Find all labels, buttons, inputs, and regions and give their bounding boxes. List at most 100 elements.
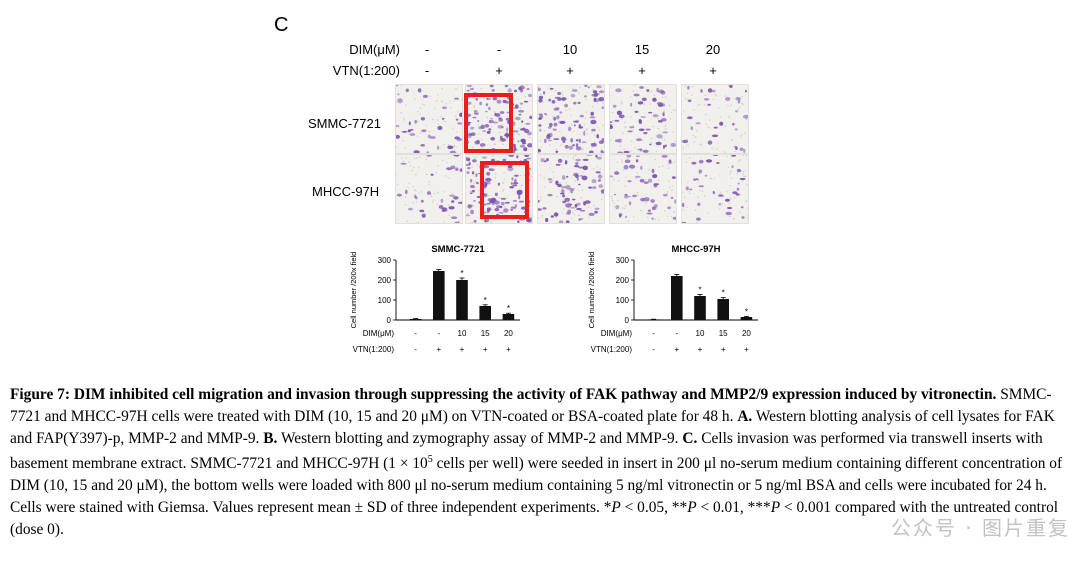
caption-p-italic: P <box>770 499 781 517</box>
bar <box>433 271 445 320</box>
factor-value: - <box>652 329 655 338</box>
factor-value: + <box>698 345 703 354</box>
bar <box>740 317 753 320</box>
header-vtn-label: VTN(1:200) <box>332 63 400 78</box>
watermark: 公众号 · 图片重复 <box>890 516 1070 540</box>
caption-label-b: B. <box>263 429 278 447</box>
header-cell: + <box>709 63 717 78</box>
y-tick-label: 300 <box>378 256 392 265</box>
factor-value: 20 <box>742 329 751 338</box>
y-tick-label: 100 <box>378 296 392 305</box>
factor-value: - <box>652 345 655 354</box>
significance-marker: * <box>745 307 748 316</box>
micrograph-tile <box>395 154 463 224</box>
caption-superscript: 5 <box>427 454 433 466</box>
significance-marker: * <box>484 296 487 305</box>
factor-value: - <box>414 329 417 338</box>
header-cell: 20 <box>705 42 721 57</box>
caption-text: Western blotting analysis of cell lysate… <box>10 407 1055 447</box>
factor-value: - <box>675 329 678 338</box>
chart-title: MHCC-97H <box>671 244 720 255</box>
significance-marker: * <box>460 269 463 278</box>
significance-marker: * <box>722 289 725 298</box>
y-tick-label: 0 <box>625 316 630 325</box>
caption-text: cells per well) were seeded in insert in… <box>10 455 1063 517</box>
chart-svg: SMMC-7721 Cell number /200x field 0 100 200 3… <box>349 244 520 354</box>
row-label-mhcc: MHCC-97H <box>312 184 380 199</box>
header-cell: - <box>496 42 502 57</box>
header-dim-label: DIM(μM) <box>349 42 400 57</box>
row-label-smmc: SMMC-7721 <box>308 116 381 131</box>
bar <box>409 319 422 320</box>
significance-marker: * <box>507 304 510 313</box>
caption-text: Cells invasion was performed via transwe… <box>10 429 1043 473</box>
chart-svg: MHCC-97H Cell number /200x field 0 100 200 30… <box>587 244 758 354</box>
micrograph-tile <box>537 154 605 224</box>
bar <box>456 280 468 320</box>
factor-value: + <box>744 345 749 354</box>
bar <box>717 299 729 320</box>
bar <box>479 306 491 320</box>
micrograph-tile <box>609 154 677 224</box>
figure-caption: Figure 7: DIM inhibited cell migration a… <box>10 384 1072 541</box>
caption-p-italic: P <box>687 499 697 517</box>
factor-label: VTN(1:200) <box>353 345 395 354</box>
y-tick-label: 200 <box>616 276 630 285</box>
factor-value: + <box>721 345 726 354</box>
bar <box>502 314 515 320</box>
y-axis-label: Cell number /200x field <box>587 252 596 329</box>
caption-title: Figure 7: DIM inhibited cell migration a… <box>10 386 997 403</box>
caption-text: Western blotting and zymography assay of… <box>277 429 683 447</box>
factor-value: + <box>436 345 441 354</box>
factor-value: - <box>414 345 417 354</box>
factor-value: 15 <box>719 329 728 338</box>
y-axis-label: Cell number /200x field <box>349 252 358 329</box>
significance-marker: * <box>698 285 701 294</box>
factor-value: 15 <box>481 329 490 338</box>
header-cell: + <box>566 63 574 78</box>
panel-letter: C <box>274 14 289 36</box>
factor-value: + <box>674 345 679 354</box>
caption-text: < 0.01, *** <box>696 499 771 517</box>
caption-label-c: C. <box>682 429 698 447</box>
header-cell: - <box>424 63 430 78</box>
caption-text: < 0.05, ** <box>620 499 688 517</box>
factor-label: DIM(μM) <box>601 329 633 338</box>
caption-text: < 0.001 compared with the untreated cont… <box>10 499 1059 538</box>
caption-label-a: A. <box>737 407 753 425</box>
factor-label: VTN(1:200) <box>591 345 633 354</box>
micrograph-tile <box>465 154 533 224</box>
factor-value: + <box>460 345 465 354</box>
caption-p-italic: P <box>611 499 621 517</box>
factor-value: + <box>483 345 488 354</box>
bar <box>694 296 706 320</box>
bar-chart-smmc: SMMC-7721 Cell number /200x field 0 100 200 3… <box>340 240 550 360</box>
header-cell: - <box>424 42 430 57</box>
highlight-box-top <box>464 93 513 153</box>
micrograph-tile <box>609 84 677 154</box>
highlight-box-bottom <box>480 161 529 219</box>
header-cell: 15 <box>634 42 650 57</box>
factor-label: DIM(μM) <box>363 329 395 338</box>
micrograph-tile <box>681 84 749 154</box>
bar-chart-mhcc: MHCC-97H Cell number /200x field 0 100 200 30… <box>578 240 788 360</box>
y-tick-label: 0 <box>387 316 392 325</box>
bar <box>647 319 660 320</box>
factor-value: 10 <box>696 329 705 338</box>
header-cell: + <box>638 63 646 78</box>
micrograph-tile <box>681 154 749 224</box>
header-cell: + <box>495 63 503 78</box>
caption-text: SMMC-7721 and MHCC-97H cells were treate… <box>10 386 1052 425</box>
y-tick-label: 100 <box>616 296 630 305</box>
factor-value: - <box>437 329 440 338</box>
micrograph-tile <box>395 84 463 154</box>
factor-value: 20 <box>504 329 513 338</box>
factor-value: + <box>506 345 511 354</box>
y-tick-label: 200 <box>378 276 392 285</box>
header-cell: 10 <box>562 42 578 57</box>
y-tick-label: 300 <box>616 256 630 265</box>
micrograph-tile <box>537 84 605 154</box>
bar <box>671 276 683 320</box>
factor-value: 10 <box>458 329 467 338</box>
chart-title: SMMC-7721 <box>431 244 485 255</box>
